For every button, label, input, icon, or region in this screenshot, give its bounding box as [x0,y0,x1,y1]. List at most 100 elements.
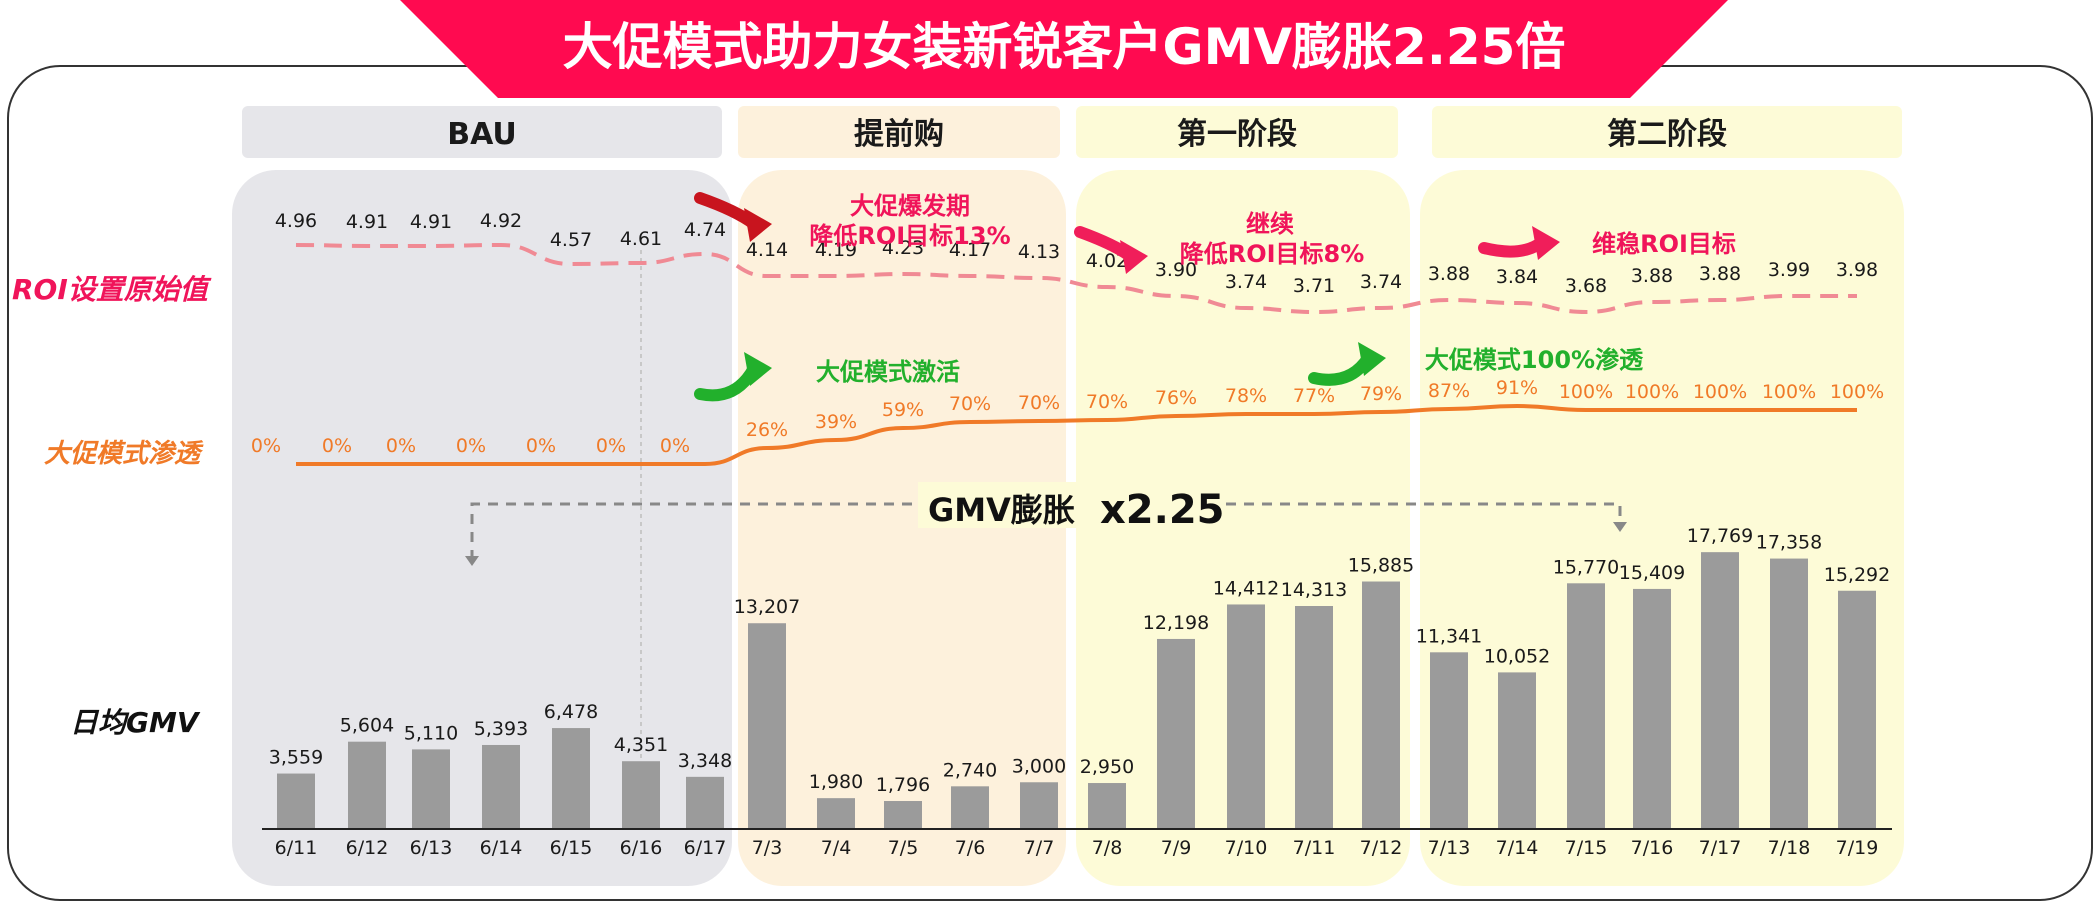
roi-value-label: 3.88 [1699,263,1741,285]
x-tick-label: 7/8 [1092,837,1123,859]
gmv-bar [1020,782,1058,829]
phase-header-1 [242,106,722,158]
gmv-bar [1838,590,1876,829]
x-tick-label: 6/12 [346,837,389,859]
connector-arrowhead [465,556,479,566]
roi-value-label: 3.98 [1836,259,1878,281]
phase-header-3 [1076,106,1398,158]
x-tick-label: 7/9 [1161,837,1192,859]
roi-value-label: 3.88 [1428,263,1470,285]
x-tick-label: 7/19 [1836,837,1879,859]
gmv-bar [817,798,855,829]
penetration-value-label: 100% [1559,381,1613,403]
gmv-bar-label: 10,052 [1484,645,1550,667]
penetration-value-label: 78% [1225,385,1267,407]
x-tick-label: 7/3 [752,837,783,859]
x-tick-label: 7/5 [888,837,919,859]
x-tick-label: 7/17 [1699,837,1742,859]
red-arrow-head [744,208,772,242]
phase-panel-1 [232,170,732,886]
gmv-bar [412,749,450,829]
gmv-bar [1157,638,1195,829]
gmv-bar-label: 12,198 [1143,612,1209,634]
penetration-value-label: 70% [949,393,991,415]
gmv-bar-label: 6,478 [544,701,598,723]
roi-value-label: 3.99 [1768,259,1810,281]
penetration-value-label: 39% [815,411,857,433]
gmv-bar [1295,606,1333,829]
x-tick-label: 7/12 [1360,837,1403,859]
gmv-bar-label: 15,885 [1348,555,1414,577]
penetration-value-label: 0% [526,435,556,457]
penetration-value-label: 70% [1086,391,1128,413]
gmv-bar-label: 5,604 [340,715,394,737]
penetration-value-label: 26% [746,419,788,441]
growth-label-bg [918,482,1218,528]
roi-value-label: 4.91 [346,211,388,233]
pink-arrow-head [1532,226,1560,260]
roi-value-label: 3.74 [1225,271,1267,293]
connector-arrowhead [1613,522,1627,532]
green-arrow-head [1358,342,1386,376]
roi-value-label: 3.74 [1360,271,1402,293]
gmv-bar-label: 2,950 [1080,756,1134,778]
gmv-bar-label: 5,110 [404,722,458,744]
gmv-bar [277,773,315,829]
x-tick-label: 6/14 [480,837,523,859]
annotation-s1-line1: 继续 [1246,210,1294,238]
penetration-value-label: 100% [1625,381,1679,403]
gmv-bar-label: 11,341 [1416,625,1482,647]
x-tick-label: 7/11 [1293,837,1336,859]
annotation-s1-line2: 降低ROI目标8% [1180,240,1365,268]
phase-header-2 [738,106,1060,158]
gmv-bar-label: 3,000 [1012,755,1066,777]
gmv-bar-label: 17,358 [1756,532,1822,554]
roi-value-label: 4.02 [1086,250,1128,272]
roi-value-label: 4.91 [410,211,452,233]
penetration-value-label: 76% [1155,387,1197,409]
penetration-value-label: 79% [1360,383,1402,405]
roi-value-label: 4.23 [882,237,924,259]
penetration-value-label: 87% [1428,380,1470,402]
phase-header-4 [1432,106,1902,158]
roi-value-label: 3.88 [1631,265,1673,287]
gmv-bar [748,623,786,829]
penetration-value-label: 100% [1693,381,1747,403]
gmv-bar [1633,588,1671,829]
x-tick-label: 6/16 [620,837,663,859]
penetration-value-label: 0% [596,435,626,457]
x-tick-label: 7/18 [1768,837,1811,859]
gmv-bar [951,786,989,829]
annotation-activate: 大促模式激活 [816,358,960,386]
row-label-gmv: 日均GMV [70,706,201,739]
gmv-bar [1701,552,1739,829]
phase-panel-2 [738,170,1066,886]
pink-arrow-head [1120,240,1148,274]
phase-label: 第二阶段 [1607,117,1727,152]
x-tick-label: 7/16 [1631,837,1674,859]
penetration-value-label: 59% [882,399,924,421]
gmv-bar [348,741,386,829]
roi-value-label: 4.57 [550,229,592,251]
gmv-bar [1088,783,1126,829]
gmv-bar [1498,672,1536,829]
penetration-value-label: 0% [251,435,281,457]
x-tick-label: 6/17 [684,837,727,859]
roi-value-label: 4.96 [275,210,317,232]
x-tick-label: 6/15 [550,837,593,859]
gmv-bar-label: 3,348 [678,750,732,772]
roi-value-label: 3.84 [1496,266,1538,288]
x-tick-label: 6/13 [410,837,453,859]
gmv-bar-label: 13,207 [734,596,800,618]
x-tick-label: 7/7 [1024,837,1055,859]
chart-title: 大促模式助力女装新锐客户GMV膨胀2.25倍 [563,18,1566,76]
gmv-bar-label: 5,393 [474,718,528,740]
phase-label: 提前购 [854,117,944,152]
roi-value-label: 3.71 [1293,275,1335,297]
gmv-growth-factor: x2.25 [1100,487,1225,533]
penetration-value-label: 0% [660,435,690,457]
x-tick-label: 7/6 [955,837,986,859]
x-tick-label: 7/10 [1225,837,1268,859]
roi-value-label: 4.17 [949,239,991,261]
